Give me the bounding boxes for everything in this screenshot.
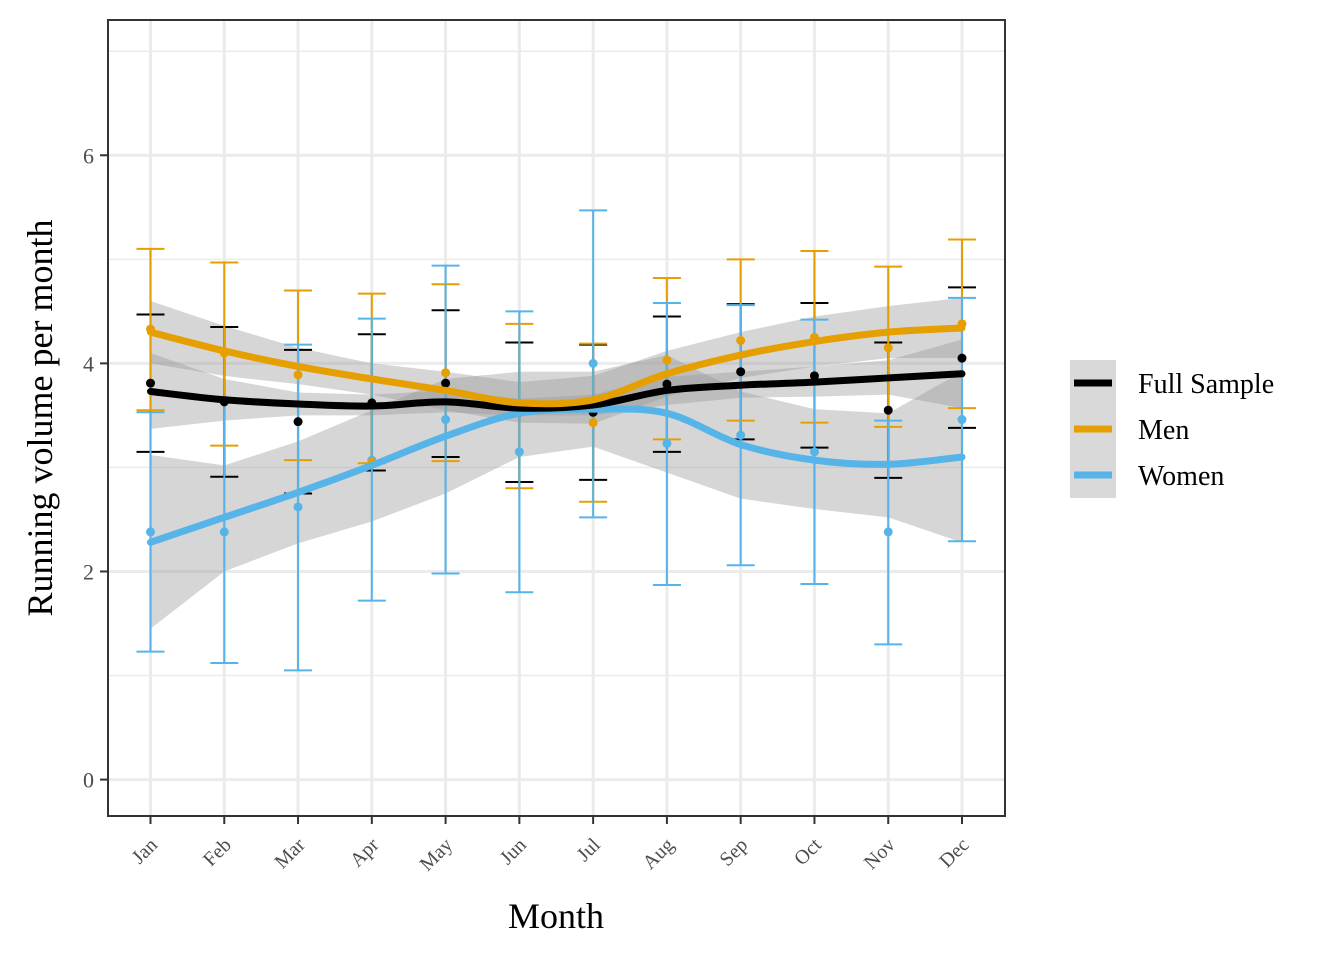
x-tick-label: Feb xyxy=(199,834,236,871)
x-tick-label: Nov xyxy=(860,834,900,874)
x-tick-label: Mar xyxy=(270,834,309,873)
legend-item: Full Sample xyxy=(1070,360,1274,406)
mean-point xyxy=(883,405,893,415)
legend-label: Full Sample xyxy=(1138,369,1274,400)
legend-item: Men xyxy=(1070,406,1189,452)
y-axis: 0 2 4 6 xyxy=(83,143,108,793)
y-axis-title: Running volume per month xyxy=(20,220,60,617)
x-axis: Jan Feb Mar Apr May Jun Jul Aug Sep Oct Nov Dec xyxy=(128,816,974,875)
mean-point xyxy=(957,353,967,363)
x-tick-label: Aug xyxy=(639,834,679,874)
mean-point xyxy=(588,358,598,368)
y-tick-label: 0 xyxy=(83,768,94,793)
mean-point xyxy=(219,527,229,537)
mean-point xyxy=(441,378,451,388)
y-tick-label: 6 xyxy=(83,143,94,168)
panel-background xyxy=(108,20,1005,816)
mean-point xyxy=(809,371,819,381)
legend: Full Sample Men Women xyxy=(1070,360,1274,498)
mean-point xyxy=(662,379,672,389)
smooth-lines xyxy=(147,324,966,546)
y-tick-label: 2 xyxy=(83,559,94,584)
legend-label: Women xyxy=(1138,461,1224,492)
x-tick-label: May xyxy=(416,834,457,875)
confidence-band xyxy=(150,297,962,424)
x-tick-label: Apr xyxy=(346,834,384,872)
mean-point xyxy=(809,447,819,457)
x-tick-label: Sep xyxy=(715,834,752,871)
grid-minor xyxy=(108,50,1005,677)
x-tick-label: Jul xyxy=(573,834,605,866)
x-tick-label: Jun xyxy=(496,834,531,869)
x-tick-label: Dec xyxy=(935,834,973,872)
mean-point xyxy=(957,415,967,425)
mean-point xyxy=(883,527,893,537)
x-tick-label: Oct xyxy=(790,834,826,870)
mean-point xyxy=(441,415,451,425)
mean-point xyxy=(293,417,303,427)
mean-point xyxy=(441,368,451,378)
mean-point xyxy=(883,343,893,353)
x-axis-title: Month xyxy=(508,896,604,936)
smooth-line xyxy=(147,370,966,412)
mean-point xyxy=(146,378,155,388)
mean-point xyxy=(514,447,524,457)
confidence-band xyxy=(150,355,962,629)
mean-point xyxy=(293,502,303,512)
legend-label: Men xyxy=(1138,415,1189,446)
smooth-line xyxy=(147,324,966,408)
mean-point xyxy=(736,430,746,440)
x-tick-label: Jan xyxy=(128,834,162,868)
panel-border xyxy=(107,19,1006,817)
y-tick-label: 4 xyxy=(83,351,94,376)
mean-point xyxy=(146,527,155,537)
mean-point xyxy=(662,355,672,365)
mean-point xyxy=(588,418,598,428)
legend-item: Women xyxy=(1070,452,1224,498)
mean-point xyxy=(736,367,746,377)
mean-point xyxy=(293,370,303,380)
error-bars xyxy=(136,209,976,672)
mean-point xyxy=(662,438,672,448)
mean-point xyxy=(736,335,746,345)
